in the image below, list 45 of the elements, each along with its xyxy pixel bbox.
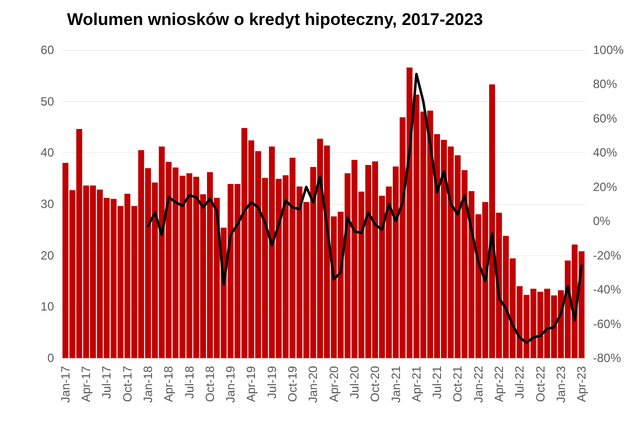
y-tick-label: 40 [40,146,54,160]
y-tick-label: 50 [40,94,54,108]
x-tick-label: Jan-17 [58,366,72,403]
x-tick-label: Jan-20 [306,366,320,403]
y2-tick-label: -40% [593,282,622,297]
x-tick-label: Oct-22 [533,366,548,402]
x-tick-label: Oct-19 [286,366,300,402]
y-tick-label: 60 [40,43,54,57]
line-series [146,72,583,344]
x-tick-label: Jan-21 [388,366,403,403]
y-tick-label: 0 [47,351,54,365]
x-tick-label: Jul-18 [182,366,196,399]
x-tick-label: Oct-18 [202,366,217,402]
x-tick-label: Jul-17 [100,366,114,399]
y2-tick-label: -20% [593,248,622,262]
x-tick-label: Apr-20 [326,366,341,402]
x-tick-label: Jan-22 [471,366,486,403]
y2-tick-label: 100% [593,43,624,57]
x-tick-label: Jul-19 [264,366,279,399]
x-tick-label: Apr-17 [79,366,94,402]
x-tick-label: Oct-17 [120,366,134,402]
x-tick-label: Apr-18 [162,366,176,402]
x-tick-label: Oct-21 [450,366,465,402]
y2-tick-label: -60% [593,316,622,331]
x-tick-label: Apr-23 [574,366,589,402]
y-tick-label: 30 [40,197,54,211]
y-tick-label: 10 [40,300,54,314]
chart-title: Wolumen wniosków o kredyt hipoteczny, 2017-2023 [67,10,483,29]
x-tick-label: Jan-18 [141,366,156,403]
y2-tick-label: 60% [593,111,618,126]
x-tick-label: Oct-20 [368,366,382,402]
y2-tick-label: 40% [593,146,618,160]
x-tick-label: Apr-22 [492,366,506,402]
y2-tick-label: 20% [593,180,618,194]
y-tick-label: 20 [40,248,54,262]
x-tick-label: Apr-19 [244,366,258,402]
x-tick-label: Jan-23 [554,366,568,403]
y2-tick-label: -80% [593,351,622,365]
x-tick-label: Jul-20 [347,366,362,399]
x-tick-label: Apr-21 [409,366,424,402]
x-tick-label: Jul-21 [430,366,444,399]
x-tick-label: Jul-22 [512,366,527,399]
y2-tick-label: 0% [593,214,611,228]
x-tick-label: Jan-19 [224,366,238,403]
y2-tick-label: 80% [593,77,618,92]
